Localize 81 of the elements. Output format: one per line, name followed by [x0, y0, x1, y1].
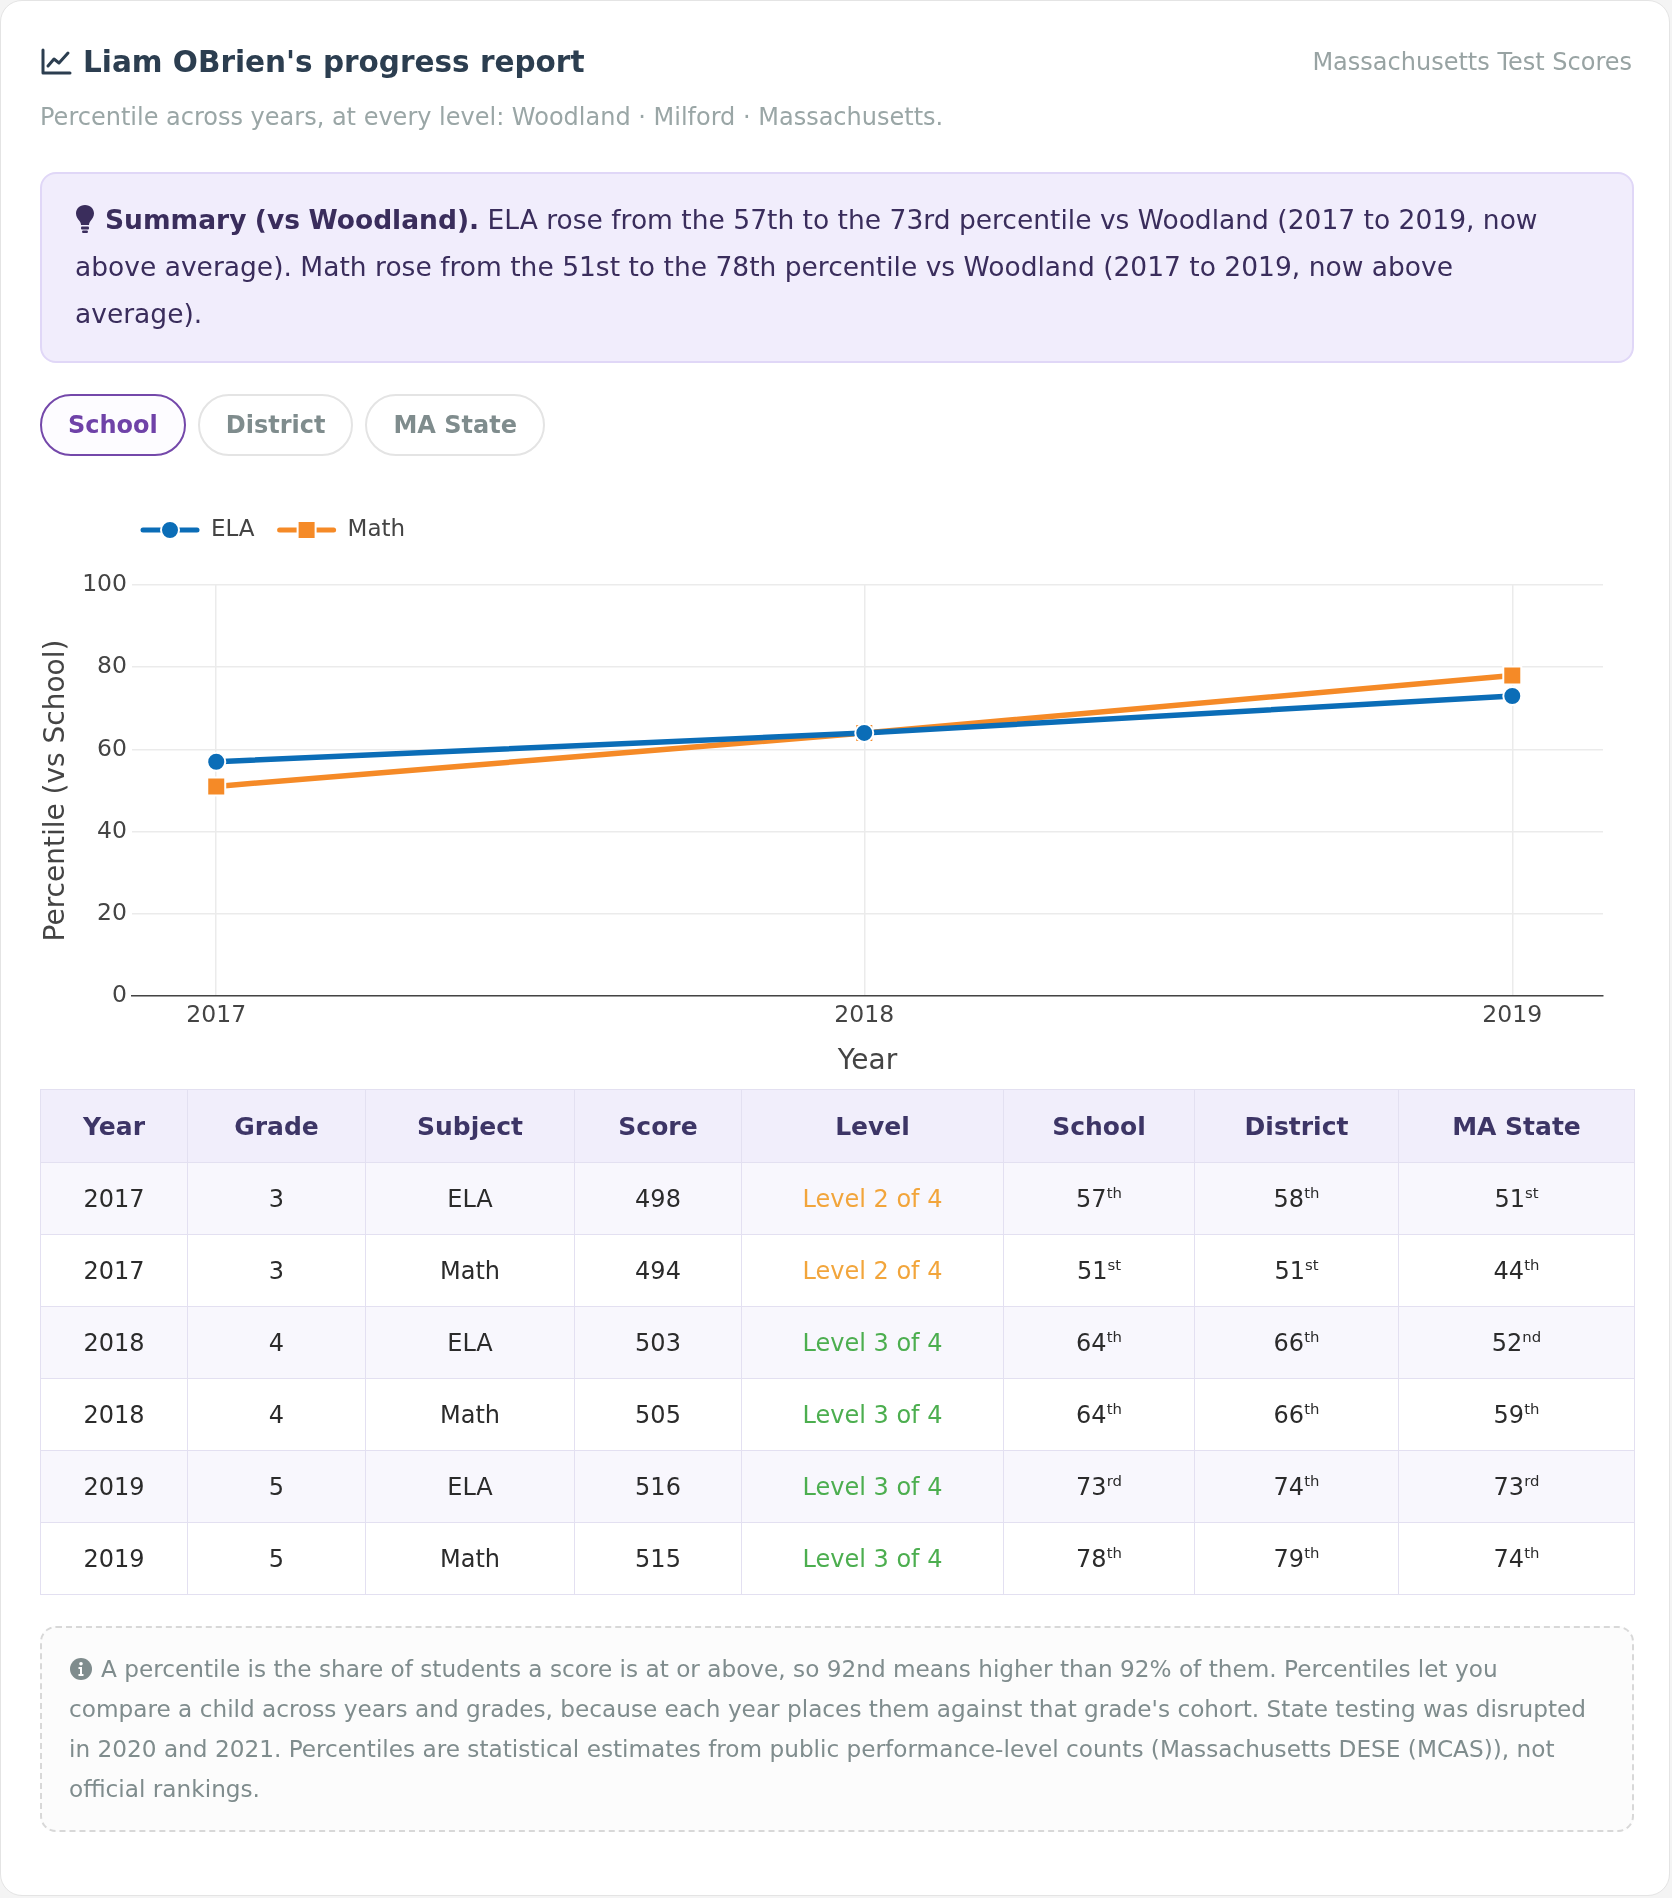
text: 51$^{st}$ — [1494, 1183, 1539, 1213]
text: 73$^{rd}$ — [1076, 1471, 1122, 1501]
legend-label: ELA — [211, 514, 255, 541]
category-label: Subject — [365, 1089, 575, 1163]
text: 503 — [635, 1328, 681, 1357]
text: 2019 — [83, 1472, 145, 1501]
text: District — [225, 410, 326, 440]
x-tick-label: 2019 — [1482, 1000, 1543, 1029]
text: 2018 — [83, 1400, 145, 1429]
text: 64$^{th}$ — [1076, 1399, 1122, 1429]
text: Summary (vs Woodland). ELA rose from the 57th to the 73rd percentile vs Woodland (2017 to 2019, now above average). Math rose from the 51st to the 78th percentile vs Woodland (2017 to 2019, now above average). — [75, 204, 1539, 331]
text: 66$^{th}$ — [1273, 1327, 1320, 1357]
text: 52$^{nd}$ — [1491, 1327, 1542, 1357]
text: 64$^{th}$ — [1076, 1327, 1122, 1357]
text: 2017 — [83, 1184, 145, 1213]
category-label: MA State — [1398, 1089, 1635, 1163]
y-tick-label: 40 — [97, 815, 127, 844]
y-tick-label: 80 — [97, 651, 127, 680]
y-axis-title: Percentile (vs School) — [38, 639, 72, 942]
category-label: Level — [741, 1089, 1004, 1163]
text: 494 — [635, 1256, 681, 1285]
text: 5 — [268, 1472, 285, 1501]
text: 74$^{th}$ — [1273, 1471, 1320, 1501]
text: Math — [439, 1400, 501, 1429]
point — [206, 776, 227, 797]
chart-subtitle: Percentile across years, at every level: Woodland · Milford · Massachusetts. — [40, 102, 944, 133]
text: ELA — [447, 1328, 493, 1357]
text: 73$^{rd}$ — [1493, 1471, 1540, 1501]
y-tick-label: 0 — [112, 980, 127, 1009]
chart-title: Liam OBrien's progress report — [83, 45, 585, 79]
text: 498 — [635, 1184, 681, 1213]
text: Level 3 of 4 — [802, 1400, 943, 1429]
text: 58$^{th}$ — [1273, 1183, 1320, 1213]
category-label: School — [1003, 1089, 1195, 1163]
x-axis-title: Year — [836, 1043, 898, 1077]
text: 78$^{th}$ — [1076, 1543, 1122, 1573]
text: Math — [439, 1544, 501, 1573]
text: 66$^{th}$ — [1273, 1399, 1320, 1429]
text: 2019 — [83, 1544, 145, 1573]
category-label: Grade — [187, 1089, 366, 1163]
text: 505 — [635, 1400, 681, 1429]
category-label: Score — [574, 1089, 742, 1163]
text: 59$^{th}$ — [1493, 1399, 1540, 1429]
text: ELA — [447, 1472, 493, 1501]
category-label: District — [1194, 1089, 1399, 1163]
text: Level 2 of 4 — [802, 1256, 943, 1285]
text: 74$^{th}$ — [1493, 1543, 1540, 1573]
point — [1502, 685, 1523, 706]
text: 2017 — [83, 1256, 145, 1285]
text: 44$^{th}$ — [1493, 1255, 1540, 1285]
text: 79$^{th}$ — [1273, 1543, 1320, 1573]
point — [206, 751, 227, 772]
text: ELA — [447, 1184, 493, 1213]
text: 51$^{st}$ — [1076, 1255, 1122, 1285]
y-tick-label: 20 — [97, 897, 127, 926]
text: 5 — [268, 1544, 285, 1573]
text: A percentile is the share of students a score is at or above, so 92nd means higher than 92% of them. Percentiles let you compare a child across years and grades, because each year places them against that grade's cohort. State testing was disrupted in 2020 and 2021. Percentiles are statistical estimates from public performance-level counts (Massachusetts DESE (MCAS)), not official rankings. — [69, 1655, 1587, 1804]
text: 57$^{th}$ — [1076, 1183, 1122, 1213]
text: Level 3 of 4 — [802, 1328, 943, 1357]
text: 3 — [268, 1256, 285, 1285]
text: Level 2 of 4 — [802, 1184, 943, 1213]
text: 516 — [635, 1472, 681, 1501]
text: Massachusetts Test Scores — [1312, 47, 1632, 78]
text: Math — [439, 1256, 501, 1285]
text: 4 — [268, 1400, 285, 1429]
x-tick-label: 2017 — [186, 1000, 247, 1029]
point — [1502, 665, 1523, 686]
text: 4 — [268, 1328, 285, 1357]
category-label: Year — [40, 1089, 188, 1163]
text: 51$^{st}$ — [1274, 1255, 1319, 1285]
text: Level 3 of 4 — [802, 1544, 943, 1573]
text: 3 — [268, 1184, 285, 1213]
y-tick-label: 60 — [97, 733, 127, 762]
y-tick-label: 100 — [82, 569, 127, 598]
x-tick-label: 2018 — [834, 1000, 895, 1029]
text: MA State — [393, 410, 517, 440]
legend-label: Math — [347, 514, 406, 541]
text: 515 — [635, 1544, 681, 1573]
text: 2018 — [83, 1328, 145, 1357]
text: Level 3 of 4 — [802, 1472, 943, 1501]
text: School — [68, 410, 158, 440]
